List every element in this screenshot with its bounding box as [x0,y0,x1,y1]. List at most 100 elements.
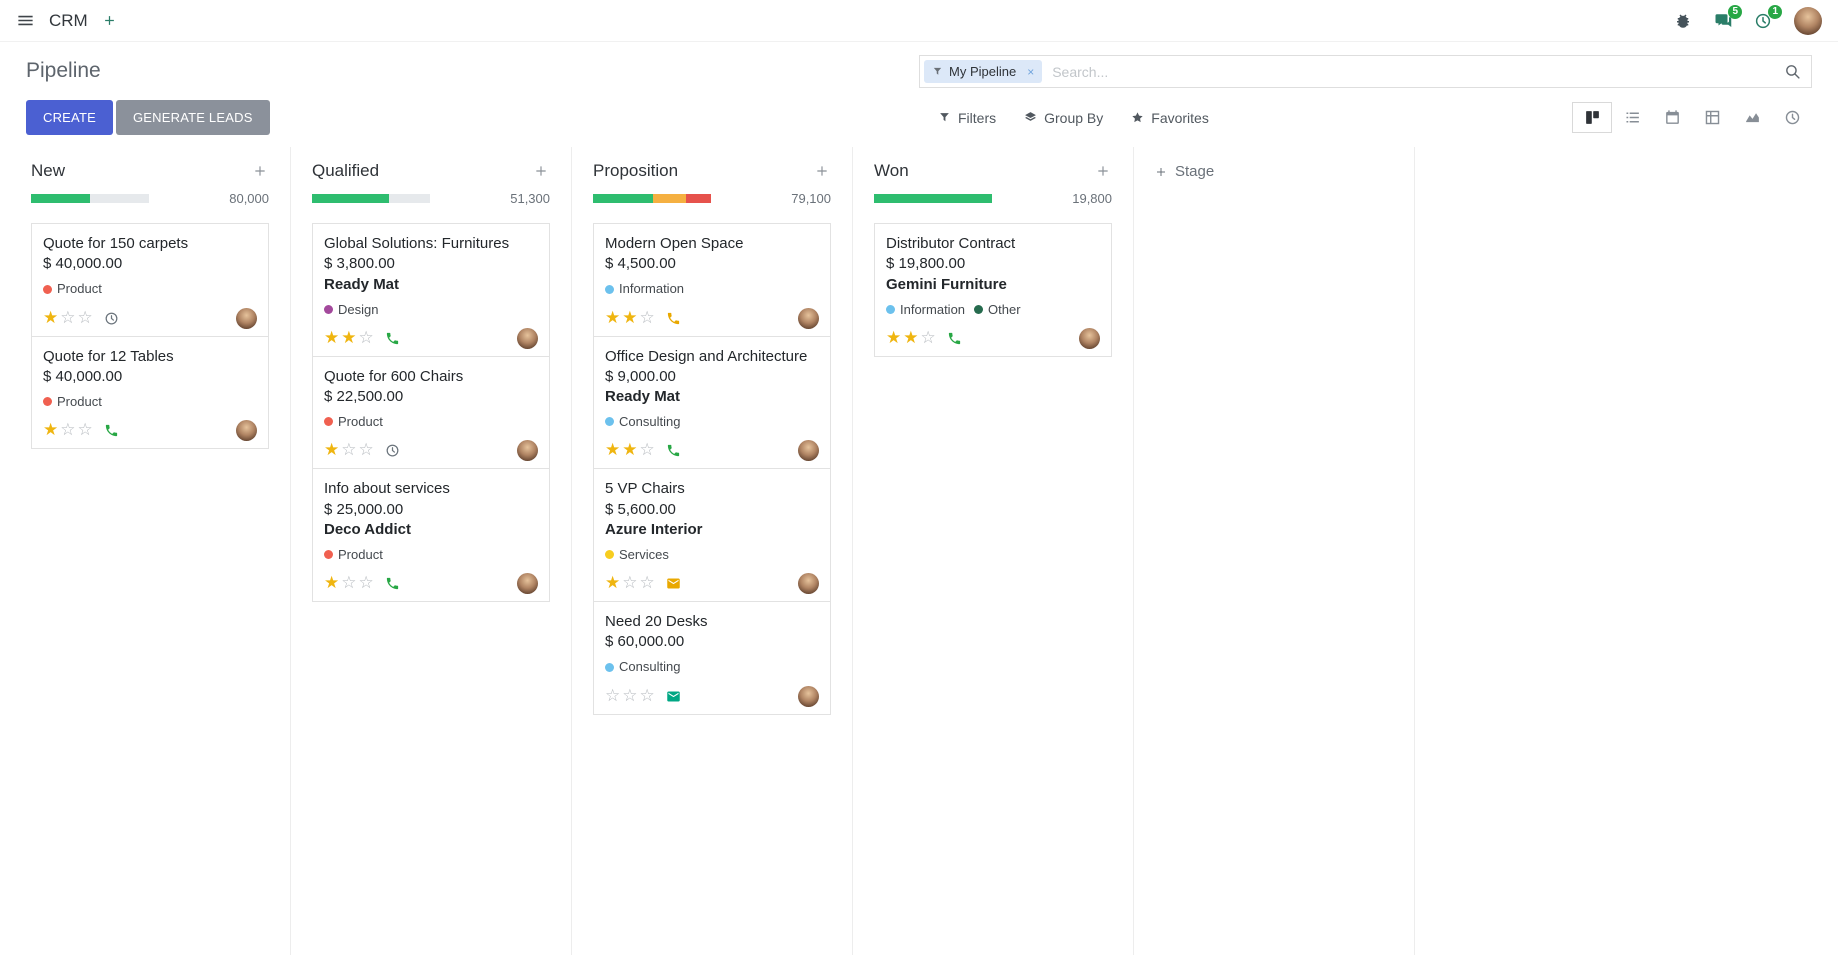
search-input[interactable] [1042,63,1784,80]
priority-star[interactable]: ★ [605,440,621,460]
priority-star[interactable]: ☆ [341,573,357,592]
priority-star[interactable]: ★ [324,327,340,347]
priority-star[interactable]: ☆ [77,420,93,439]
messages-icon[interactable]: 5 [1714,4,1742,30]
priority-star[interactable]: ★ [324,573,340,592]
column-title[interactable]: Qualified [312,161,380,180]
priority-star[interactable]: ☆ [920,327,936,347]
create-button[interactable]: CREATE [26,100,113,135]
envelope-icon[interactable] [666,689,681,704]
priority-star[interactable]: ☆ [639,573,655,592]
phone-icon[interactable] [104,423,119,438]
priority-star[interactable]: ☆ [605,685,621,705]
priority-star[interactable]: ★ [341,327,357,347]
phone-icon[interactable] [385,331,400,346]
phone-icon[interactable] [385,576,400,591]
column-title[interactable]: Won [874,161,909,180]
kanban-card[interactable]: Office Design and Architecture $ 9,000.0… [593,335,831,470]
salesperson-avatar[interactable] [798,307,819,329]
column-quick-add-button[interactable] [532,162,550,180]
kanban-card[interactable]: Quote for 150 carpets $ 40,000.00 Produc… [31,223,269,337]
view-switcher-kanban[interactable] [1572,102,1612,133]
kanban-card[interactable]: Quote for 600 Chairs $ 22,500.00 Product… [312,355,550,470]
progress-segment[interactable] [686,194,711,203]
priority-star[interactable]: ☆ [60,420,76,439]
kanban-card[interactable]: Modern Open Space $ 4,500.00 Information… [593,223,831,337]
progress-segment[interactable] [312,194,389,203]
salesperson-avatar[interactable] [798,440,819,462]
column-quick-add-button[interactable] [251,162,269,180]
view-switcher-graph[interactable] [1732,102,1772,133]
kanban-card[interactable]: Distributor Contract $ 19,800.00 Gemini … [874,223,1112,357]
kanban-card[interactable]: Need 20 Desks $ 60,000.00 Consulting ☆ ☆ ☆ [593,601,831,715]
salesperson-avatar[interactable] [517,573,538,594]
column-title[interactable]: New [31,161,66,180]
progress-segment[interactable] [593,194,654,203]
column-title[interactable]: Proposition [593,161,679,180]
column-quick-add-button[interactable] [1094,162,1112,180]
clock-icon[interactable] [385,443,400,458]
view-switcher-list[interactable] [1612,102,1652,133]
apps-menu-icon[interactable] [16,11,35,30]
priority-star[interactable]: ☆ [639,685,655,705]
salesperson-avatar[interactable] [798,573,819,594]
progress-segment[interactable] [653,194,687,203]
clock-icon[interactable] [104,311,119,326]
salesperson-avatar[interactable] [236,307,257,329]
priority-star[interactable]: ☆ [341,440,357,460]
search-facet[interactable]: My Pipeline × [924,60,1043,83]
priority-star[interactable]: ★ [903,327,919,347]
app-name[interactable]: CRM [49,10,88,30]
priority-star[interactable]: ☆ [358,440,374,460]
priority-star[interactable]: ★ [43,307,59,327]
kanban-card[interactable]: 5 VP Chairs $ 5,600.00 Azure Interior Se… [593,468,831,602]
view-switcher-pivot[interactable] [1692,102,1732,133]
priority-star[interactable]: ☆ [639,307,655,327]
activities-clock-icon[interactable]: 1 [1754,4,1782,30]
column-progressbar[interactable] [874,194,992,203]
facet-remove-icon[interactable]: × [1027,64,1035,79]
kanban-card[interactable]: Info about services $ 25,000.00 Deco Add… [312,468,550,602]
progress-segment[interactable] [31,194,90,203]
column-progressbar[interactable] [312,194,430,203]
favorites-button[interactable]: Favorites [1131,110,1209,126]
add-stage-button[interactable]: Stage [1155,163,1214,180]
priority-star[interactable]: ★ [605,573,621,592]
bug-icon[interactable] [1674,12,1692,30]
salesperson-avatar[interactable] [798,685,819,707]
priority-star[interactable]: ☆ [77,307,93,327]
kanban-card[interactable]: Quote for 12 Tables $ 40,000.00 Product … [31,335,269,449]
salesperson-avatar[interactable] [236,420,257,441]
priority-star[interactable]: ★ [622,307,638,327]
salesperson-avatar[interactable] [517,440,538,462]
priority-star[interactable]: ☆ [358,573,374,592]
progress-segment[interactable] [874,194,992,203]
priority-star[interactable]: ★ [886,327,902,347]
salesperson-avatar[interactable] [1079,327,1100,349]
group-by-button[interactable]: Group By [1024,110,1103,126]
search-icon[interactable] [1784,63,1801,80]
phone-icon[interactable] [666,311,681,326]
generate-leads-button[interactable]: GENERATE LEADS [115,100,270,135]
column-progressbar[interactable] [593,194,711,203]
phone-icon[interactable] [666,443,681,458]
quick-create-icon[interactable] [102,13,117,28]
priority-star[interactable]: ☆ [358,327,374,347]
kanban-card[interactable]: Global Solutions: Furnitures $ 3,800.00 … [312,223,550,357]
salesperson-avatar[interactable] [517,327,538,349]
priority-star[interactable]: ☆ [622,685,638,705]
column-progressbar[interactable] [31,194,149,203]
view-switcher-activity[interactable] [1772,102,1812,133]
view-switcher-calendar[interactable] [1652,102,1692,133]
filters-button[interactable]: Filters [938,110,996,126]
priority-star[interactable]: ★ [605,307,621,327]
priority-star[interactable]: ☆ [639,440,655,460]
priority-star[interactable]: ★ [622,440,638,460]
priority-star[interactable]: ★ [324,440,340,460]
priority-star[interactable]: ★ [43,420,59,439]
envelope-icon[interactable] [666,576,681,591]
user-menu-avatar[interactable] [1794,6,1822,35]
priority-star[interactable]: ☆ [622,573,638,592]
priority-star[interactable]: ☆ [60,307,76,327]
phone-icon[interactable] [947,331,962,346]
